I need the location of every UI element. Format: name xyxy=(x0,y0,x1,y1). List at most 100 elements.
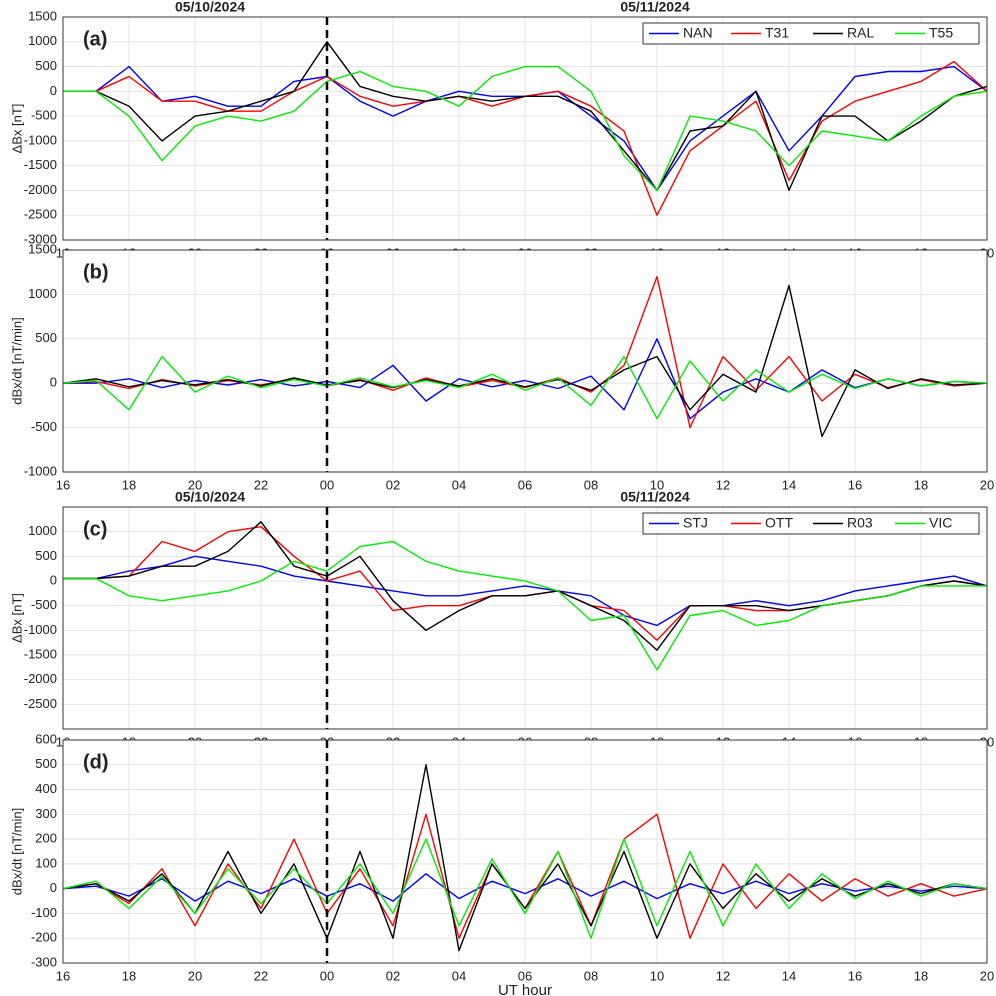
y-tick-label: 500 xyxy=(35,330,57,345)
series-line xyxy=(62,355,988,420)
series-line xyxy=(63,338,988,420)
y-axis-label: ΔBx [nT] xyxy=(9,104,24,154)
x-tick-label: 20 xyxy=(188,477,202,492)
x-tick-label: 14 xyxy=(782,477,796,492)
x-tick-label: 08 xyxy=(584,477,598,492)
x-tick-label: 00 xyxy=(320,477,334,492)
y-tick-label: 600 xyxy=(35,731,57,746)
y-tick-label: 1000 xyxy=(28,33,57,48)
axes-frame xyxy=(62,506,988,730)
y-tick-label: -200 xyxy=(31,930,57,945)
x-tick-label: 22 xyxy=(254,968,268,983)
y-axis-label: ΔBx [nT] xyxy=(9,593,24,643)
x-tick-label: 20 xyxy=(980,968,994,983)
y-tick-label: 400 xyxy=(35,781,57,796)
y-tick-label: -100 xyxy=(31,905,57,920)
y-tick-label: 200 xyxy=(35,831,57,846)
y-tick-label: 0 xyxy=(50,83,57,98)
axes-frame xyxy=(62,16,988,241)
x-tick-label: 12 xyxy=(716,477,730,492)
date-label: 05/11/2024 xyxy=(620,489,690,505)
y-tick-label: -2500 xyxy=(24,207,57,222)
y-tick-label: 500 xyxy=(35,548,57,563)
x-tick-label: 16 xyxy=(848,477,862,492)
series-line xyxy=(63,65,988,192)
x-tick-label: 18 xyxy=(122,477,136,492)
y-tick-label: 1500 xyxy=(28,241,57,256)
x-tick-label: 02 xyxy=(386,968,400,983)
x-tick-label: 02 xyxy=(386,477,400,492)
y-tick-label: -1500 xyxy=(24,157,57,172)
axes-frame xyxy=(62,249,988,473)
x-tick-label: 16 xyxy=(848,968,862,983)
legend-label: NAN xyxy=(683,25,713,41)
panel-label: (b) xyxy=(83,261,109,283)
legend-label: OTT xyxy=(765,515,793,531)
series-line xyxy=(62,764,988,952)
y-tick-label: 1000 xyxy=(28,286,57,301)
y-tick-label: -1000 xyxy=(24,132,57,147)
legend-box xyxy=(642,512,980,535)
y-tick-label: 1500 xyxy=(28,8,57,23)
panel-label: (a) xyxy=(83,28,107,50)
x-tick-label: 16 xyxy=(56,968,70,983)
x-tick-label: 20 xyxy=(980,477,994,492)
x-tick-label: 18 xyxy=(914,968,928,983)
panel-label: (d) xyxy=(83,751,109,773)
series-line xyxy=(63,555,988,627)
x-axis-label: UT hour xyxy=(498,982,552,996)
y-tick-label: 500 xyxy=(35,756,57,771)
y-tick-label: -1000 xyxy=(24,463,57,478)
series-line xyxy=(63,540,987,671)
series-line xyxy=(62,838,988,939)
x-tick-label: 14 xyxy=(782,968,796,983)
x-tick-label: 08 xyxy=(584,968,598,983)
legend-label: T55 xyxy=(929,25,953,41)
series-line xyxy=(62,275,988,429)
y-tick-label: 500 xyxy=(35,58,57,73)
date-label: 05/10/2024 xyxy=(175,0,245,15)
x-tick-label: 10 xyxy=(650,968,664,983)
legend-box xyxy=(642,22,980,45)
y-tick-label: -300 xyxy=(31,954,57,969)
series-line xyxy=(62,873,988,902)
x-tick-label: 10 xyxy=(650,477,664,492)
x-tick-label: 04 xyxy=(452,968,466,983)
y-tick-label: -500 xyxy=(31,597,57,612)
y-tick-label: -500 xyxy=(31,419,57,434)
x-tick-label: 18 xyxy=(122,968,136,983)
y-tick-label: -2500 xyxy=(24,696,57,711)
y-tick-label: 0 xyxy=(50,375,57,390)
legend-label: VIC xyxy=(929,515,952,531)
x-tick-label: 06 xyxy=(518,968,532,983)
y-axis-label: dBx/dt [nT/min] xyxy=(9,317,24,404)
x-tick-label: 18 xyxy=(914,477,928,492)
x-tick-label: 06 xyxy=(518,477,532,492)
x-tick-label: 12 xyxy=(716,968,730,983)
date-label: 05/11/2024 xyxy=(620,0,690,15)
y-tick-label: 1000 xyxy=(28,523,57,538)
x-tick-label: 16 xyxy=(56,477,70,492)
y-tick-label: 100 xyxy=(35,855,57,870)
date-label: 05/10/2024 xyxy=(175,489,245,505)
x-tick-label: 22 xyxy=(254,477,268,492)
y-tick-label: -1000 xyxy=(24,622,57,637)
x-tick-label: 20 xyxy=(188,968,202,983)
y-tick-label: -2000 xyxy=(24,182,57,197)
axes-frame xyxy=(62,739,988,964)
y-tick-label: -3000 xyxy=(24,231,57,246)
series-line xyxy=(63,41,988,192)
x-tick-label: 00 xyxy=(320,968,334,983)
legend-label: R03 xyxy=(847,515,873,531)
y-tick-label: -2000 xyxy=(24,671,57,686)
y-tick-label: 300 xyxy=(35,806,57,821)
y-tick-label: -1500 xyxy=(24,646,57,661)
panel-label: (c) xyxy=(83,518,107,540)
y-tick-label: 0 xyxy=(50,572,57,587)
legend-label: STJ xyxy=(683,515,708,531)
y-tick-label: 0 xyxy=(50,880,57,895)
x-tick-label: 04 xyxy=(452,477,466,492)
y-axis-label: dBx/dt [nT/min] xyxy=(9,808,24,895)
y-tick-label: -500 xyxy=(31,108,57,123)
